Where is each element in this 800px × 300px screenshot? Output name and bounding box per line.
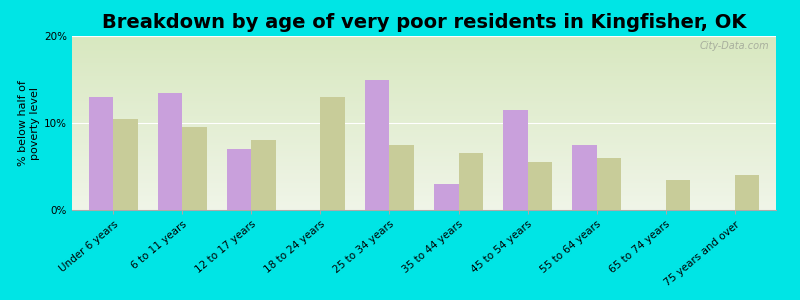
Bar bbox=[90, 97, 114, 210]
Bar bbox=[114, 119, 138, 210]
Bar bbox=[227, 149, 251, 210]
Bar bbox=[666, 179, 690, 210]
Bar bbox=[597, 158, 621, 210]
Text: City-Data.com: City-Data.com bbox=[699, 41, 769, 51]
Bar bbox=[366, 80, 390, 210]
Bar bbox=[390, 145, 414, 210]
Bar bbox=[251, 140, 276, 210]
Bar bbox=[458, 154, 482, 210]
Y-axis label: % below half of
poverty level: % below half of poverty level bbox=[18, 80, 40, 166]
Bar bbox=[434, 184, 458, 210]
Title: Breakdown by age of very poor residents in Kingfisher, OK: Breakdown by age of very poor residents … bbox=[102, 13, 746, 32]
Bar bbox=[158, 93, 182, 210]
Bar bbox=[527, 162, 552, 210]
Bar bbox=[572, 145, 597, 210]
Bar bbox=[321, 97, 345, 210]
Bar bbox=[182, 127, 206, 210]
Bar bbox=[503, 110, 527, 210]
Bar bbox=[734, 175, 758, 210]
